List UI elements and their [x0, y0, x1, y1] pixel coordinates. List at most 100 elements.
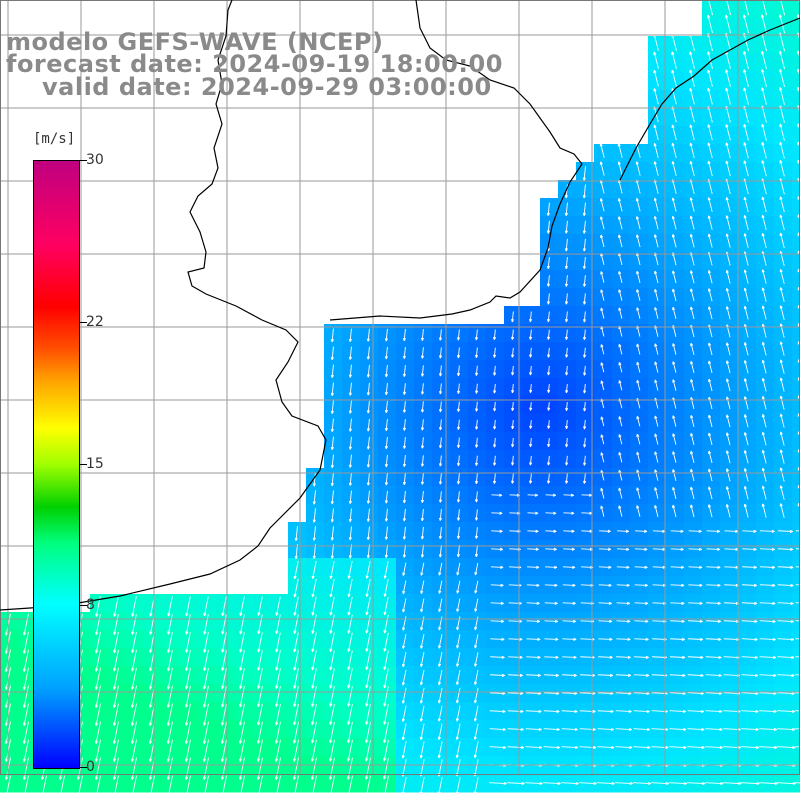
wind-arrow	[348, 544, 352, 559]
wind-arrow	[365, 650, 371, 671]
wind-arrow	[438, 562, 443, 576]
wind-arrow	[185, 614, 191, 635]
wind-arrow	[795, 602, 800, 604]
wind-arrow	[257, 721, 263, 744]
wind-arrow	[275, 703, 281, 726]
wind-arrow	[184, 739, 191, 762]
wind-arrow	[600, 344, 605, 355]
wind-arrow	[185, 667, 191, 690]
wind-arrow	[759, 619, 776, 623]
wind-arrow	[526, 673, 541, 677]
wind-arrow	[420, 508, 425, 522]
wind-arrow	[653, 88, 659, 105]
wind-arrow	[203, 650, 209, 671]
wind-arrow	[616, 583, 630, 587]
wind-arrow	[600, 289, 605, 301]
wind-arrow	[94, 703, 101, 726]
wind-arrow	[758, 745, 778, 750]
wind-arrow	[475, 347, 479, 359]
wind-arrow	[294, 526, 298, 542]
field-cell	[792, 414, 800, 433]
wind-arrow	[671, 124, 677, 141]
wind-arrow	[456, 652, 461, 667]
wind-arrow	[490, 637, 505, 641]
wind-arrow	[366, 382, 371, 396]
wind-arrow	[329, 704, 335, 726]
wind-arrow	[689, 69, 695, 87]
wind-arrow	[184, 703, 191, 726]
wind-arrow	[203, 703, 209, 726]
field-cell	[792, 180, 800, 199]
wind-arrow	[779, 196, 785, 213]
wind-arrow	[563, 547, 575, 551]
wind-arrow	[598, 619, 613, 623]
wind-arrow	[455, 705, 461, 722]
wind-arrow	[633, 727, 651, 731]
wind-arrow	[779, 232, 785, 249]
wind-arrow	[690, 468, 695, 482]
wind-arrow	[456, 491, 461, 503]
wind-arrow	[776, 745, 796, 750]
wind-arrow	[256, 775, 263, 798]
wind-arrow	[511, 437, 515, 448]
wind-arrow	[562, 673, 577, 677]
wind-arrow	[239, 650, 245, 671]
wind-arrow	[130, 757, 137, 780]
wind-arrow	[365, 721, 371, 744]
wind-arrow	[167, 614, 173, 635]
wind-arrow	[761, 377, 767, 392]
wind-arrow	[600, 307, 605, 319]
wind-arrow	[670, 601, 685, 605]
wind-arrow	[420, 419, 425, 431]
wind-arrow	[633, 673, 650, 677]
wind-arrow	[546, 257, 551, 270]
wind-arrow	[420, 544, 424, 558]
wind-arrow	[654, 469, 659, 481]
wind-arrow	[544, 655, 559, 659]
wind-arrow	[384, 472, 389, 486]
wind-arrow	[564, 257, 569, 270]
wind-arrow	[456, 580, 461, 594]
wind-arrow	[384, 436, 389, 450]
wind-arrow	[761, 431, 767, 446]
wind-arrow	[688, 637, 704, 641]
wind-arrow	[633, 745, 651, 750]
wind-arrow	[508, 655, 523, 659]
wind-arrow	[707, 504, 713, 518]
wind-arrow	[529, 402, 533, 411]
wind-arrow	[239, 721, 245, 744]
wind-arrow	[671, 197, 677, 212]
wind-arrow	[725, 233, 731, 248]
wind-arrow	[167, 667, 173, 690]
wind-arrow	[579, 709, 596, 713]
wind-arrow	[475, 401, 479, 412]
wind-arrow	[185, 632, 191, 653]
wind-arrow	[670, 637, 685, 641]
wind-arrow	[654, 505, 659, 517]
wind-arrow	[329, 561, 335, 579]
wind-arrow	[616, 565, 630, 569]
wind-arrow	[565, 455, 569, 466]
wind-arrow	[329, 596, 335, 616]
wind-arrow	[742, 565, 757, 569]
wind-arrow	[707, 69, 713, 87]
wind-arrow	[489, 709, 506, 713]
wind-arrow	[760, 547, 775, 551]
wind-arrow	[705, 745, 723, 750]
wind-arrow	[438, 544, 443, 558]
wind-arrow	[707, 486, 713, 500]
wind-arrow	[795, 530, 800, 532]
wind-arrow	[330, 418, 334, 432]
wind-arrow	[671, 69, 677, 87]
wind-arrow	[618, 505, 623, 517]
field-cell	[792, 684, 800, 703]
wind-arrow	[94, 721, 101, 744]
wind-arrow	[707, 142, 713, 159]
wind-arrow	[202, 757, 209, 780]
wind-arrow	[401, 777, 407, 795]
wind-arrow	[420, 473, 425, 485]
wind-arrow	[725, 197, 731, 212]
wind-arrow	[456, 473, 461, 485]
wind-arrow	[743, 269, 749, 284]
wind-arrow	[598, 637, 613, 641]
